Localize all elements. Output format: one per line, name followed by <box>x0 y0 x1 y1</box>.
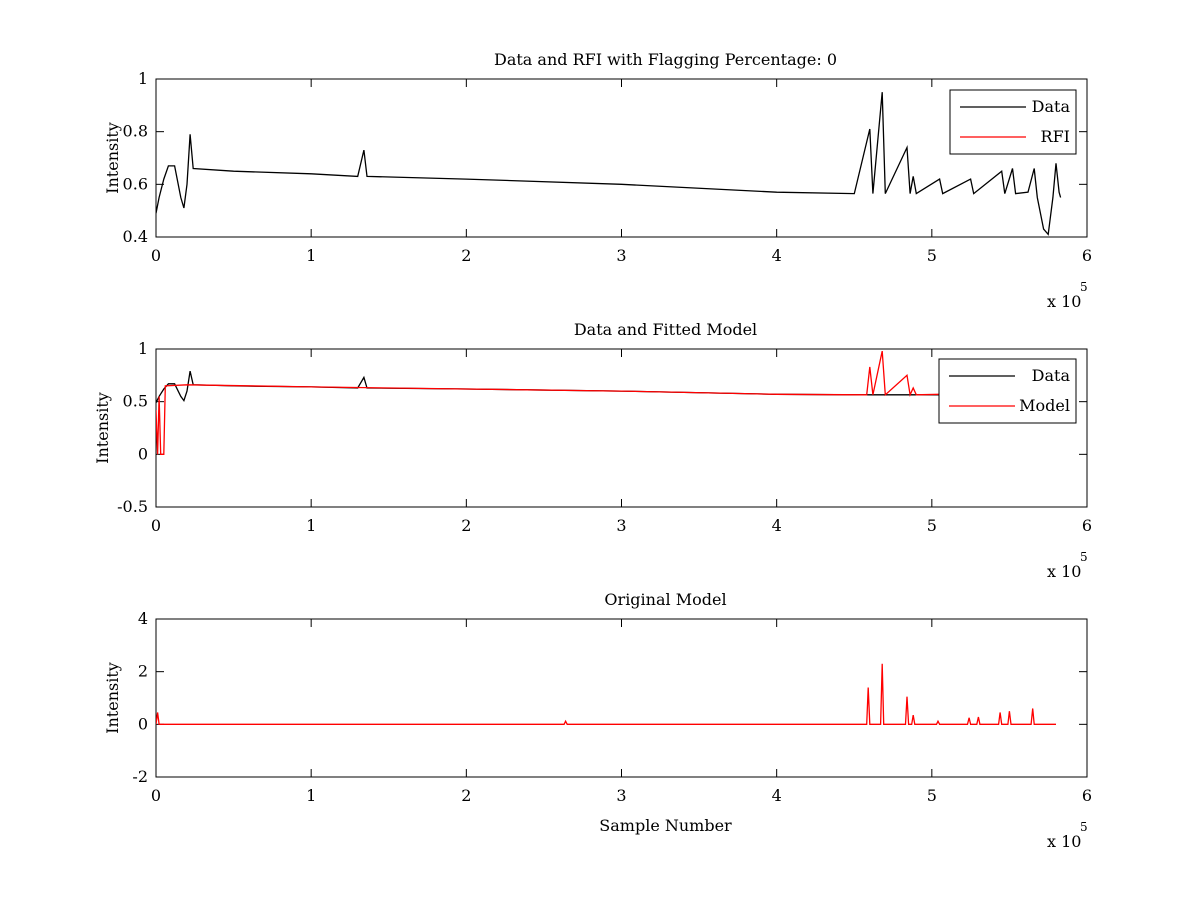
chart-title: Data and RFI with Flagging Percentage: 0 <box>494 50 837 69</box>
x-tick-label: 0 <box>151 246 161 265</box>
x-exponent-base: x 10 <box>1047 562 1081 581</box>
y-axis-label: Intensity <box>103 122 122 194</box>
axes-box <box>155 618 1088 778</box>
x-exponent-power: 5 <box>1080 550 1088 564</box>
legend-label: RFI <box>1041 127 1070 146</box>
x-tick-label: 2 <box>461 246 471 265</box>
x-tick-label: 2 <box>461 516 471 535</box>
x-tick-label: 4 <box>772 246 782 265</box>
x-tick-label: 2 <box>461 786 471 805</box>
legend-label: Data <box>1032 97 1071 116</box>
series-line-model <box>156 350 940 455</box>
x-tick-label: 4 <box>772 516 782 535</box>
x-tick-label: 5 <box>927 516 937 535</box>
y-axis-label: Intensity <box>103 662 122 734</box>
y-tick-label: 1 <box>138 339 148 358</box>
x-exponent-base: x 10 <box>1047 292 1081 311</box>
axes-box <box>155 78 1088 238</box>
x-tick-label: 0 <box>151 786 161 805</box>
series-group <box>156 350 940 455</box>
x-tick-label: 6 <box>1082 516 1092 535</box>
axes-box <box>155 348 1088 508</box>
y-tick-label: 4 <box>138 609 148 628</box>
y-tick-label: 0.8 <box>123 122 148 141</box>
y-tick-label: 0 <box>138 714 148 733</box>
y-tick-label: 0 <box>138 444 148 463</box>
chart-title: Data and Fitted Model <box>574 320 757 339</box>
legend-box <box>949 89 1077 155</box>
x-tick-label: 1 <box>306 246 316 265</box>
x-exponent-power: 5 <box>1080 280 1088 294</box>
x-exponent-base: x 10 <box>1047 832 1081 851</box>
x-tick-label: 4 <box>772 786 782 805</box>
legend: Data Model <box>938 358 1077 424</box>
y-tick-label: 0.6 <box>123 174 148 193</box>
x-tick-label: 5 <box>927 786 937 805</box>
x-tick-label: 0 <box>151 516 161 535</box>
y-axis-label: Intensity <box>93 392 112 464</box>
legend-label: Data <box>1032 366 1071 385</box>
x-tick-label: 3 <box>616 516 626 535</box>
x-tick-label: 1 <box>306 516 316 535</box>
y-tick-label: 1 <box>138 69 148 88</box>
y-tick-label: 0.4 <box>123 227 148 246</box>
x-tick-label: 3 <box>616 786 626 805</box>
x-tick-label: 3 <box>616 246 626 265</box>
x-tick-label: 6 <box>1082 786 1092 805</box>
series-group <box>156 663 1056 725</box>
x-tick-label: 6 <box>1082 246 1092 265</box>
series-line-data <box>156 92 1062 236</box>
x-tick-label: 5 <box>927 246 937 265</box>
y-tick-label: -0.5 <box>117 497 148 516</box>
x-axis-label: Sample Number <box>599 816 732 835</box>
series-group <box>156 92 1062 236</box>
y-tick-label: -2 <box>132 767 148 786</box>
series-line-model <box>156 663 1056 725</box>
chart-title: Original Model <box>604 590 726 609</box>
legend: Data RFI <box>949 89 1077 155</box>
y-tick-label: 2 <box>138 662 148 681</box>
x-tick-label: 1 <box>306 786 316 805</box>
legend-label: Model <box>1019 396 1070 415</box>
legend-box <box>938 358 1077 424</box>
y-tick-label: 0.5 <box>123 392 148 411</box>
x-exponent-power: 5 <box>1080 820 1088 834</box>
